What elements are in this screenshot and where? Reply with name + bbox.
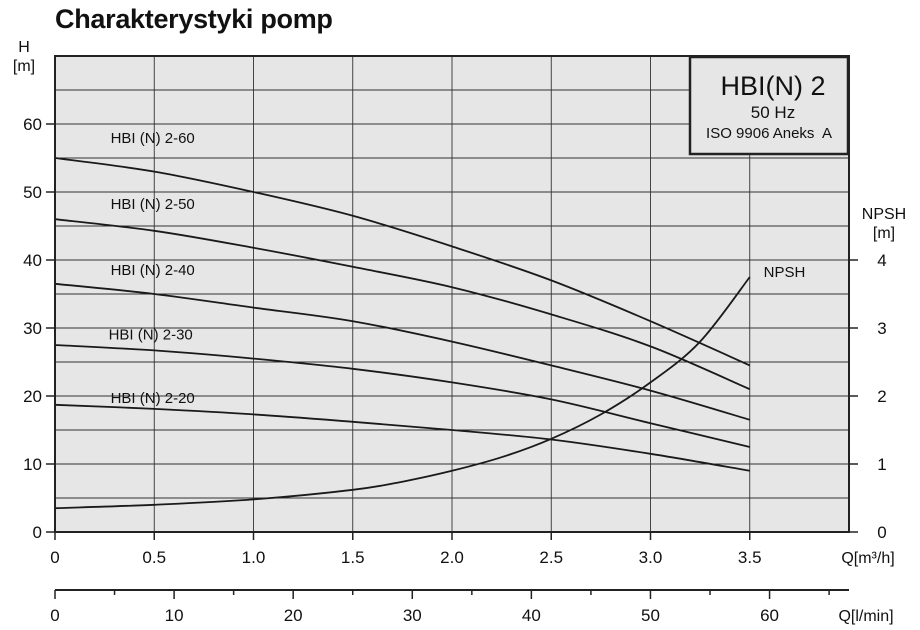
y-axis-tick-label: 50: [23, 183, 42, 202]
npsh-curve: [54, 276, 751, 510]
info-box: HBI(N) 2 50 Hz ISO 9906 Aneks A: [688, 55, 850, 156]
y-axis-title-line1: H: [18, 39, 30, 56]
pump-curves: HBI (N) 2-60 HBI (N) 2-50 HBI (N) 2-40 HBI …: [54, 130, 806, 510]
x-axis-tick-label: 1.0: [242, 548, 266, 567]
pump-curve: [54, 344, 751, 448]
x-axis-tick-label: 3.5: [738, 548, 762, 567]
x-axis-tick-label: 2.0: [440, 548, 464, 567]
y-axis-tick-label: 30: [23, 319, 42, 338]
y2-axis-title-line2: [m]: [873, 225, 895, 242]
info-box-standard: ISO 9906 Aneks A: [706, 125, 832, 142]
y-axis-tick-label: 20: [23, 387, 42, 406]
x-axis-tick-label: 3.0: [639, 548, 663, 567]
pump-curve-label: HBI (N) 2-20: [111, 390, 195, 407]
x-axis-tick-label: 2.5: [539, 548, 563, 567]
y-axis-title-line2: [m]: [13, 58, 35, 75]
x2-axis-tick-label: 20: [284, 606, 303, 625]
y2-axis-tick-label: 2: [877, 387, 886, 406]
pump-curve-label: HBI (N) 2-60: [111, 130, 195, 147]
y-axis-tick-label: 0: [33, 523, 42, 542]
info-box-frequency: 50 Hz: [751, 103, 795, 122]
x-axis-tick-label: 1.5: [341, 548, 365, 567]
x2-axis-tick-label: 10: [165, 606, 184, 625]
npsh-curve-label: NPSH: [764, 264, 806, 281]
x2-axis-tick-label: 60: [760, 606, 779, 625]
x2-axis-tick-label: 40: [522, 606, 541, 625]
grid: [55, 56, 849, 532]
x2-axis-tick-label: 0: [50, 606, 59, 625]
y-axis-tick-label: 10: [23, 455, 42, 474]
pump-curve-label: HBI (N) 2-40: [111, 262, 195, 279]
pump-curve-label: HBI (N) 2-50: [111, 196, 195, 213]
y2-axis-tick-label: 0: [877, 523, 886, 542]
y-axis-tick-label: 40: [23, 251, 42, 270]
page-title: Charakterystyki pomp: [55, 4, 333, 34]
y2-axis-tick-label: 3: [877, 319, 886, 338]
pump-curve-label: HBI (N) 2-30: [109, 327, 193, 344]
x-axis-tick-label: 0.5: [142, 548, 166, 567]
info-box-model: HBI(N) 2: [720, 71, 825, 101]
x-axis-tick-label: 0: [50, 548, 59, 567]
y2-axis-tick-label: 1: [877, 455, 886, 474]
pump-curve: [54, 218, 751, 391]
y2-axis-title-line1: NPSH: [862, 206, 906, 223]
y2-axis-tick-label: 4: [877, 251, 886, 270]
x2-axis-tick-label: 30: [403, 606, 422, 625]
x-axis-title: Q[m³/h]: [841, 550, 894, 567]
x2-axis-title: Q[l/min]: [838, 608, 893, 625]
pump-curve: [54, 157, 751, 367]
y-axis-tick-label: 60: [23, 115, 42, 134]
x2-axis-tick-label: 50: [641, 606, 660, 625]
pump-curve: [54, 403, 750, 472]
